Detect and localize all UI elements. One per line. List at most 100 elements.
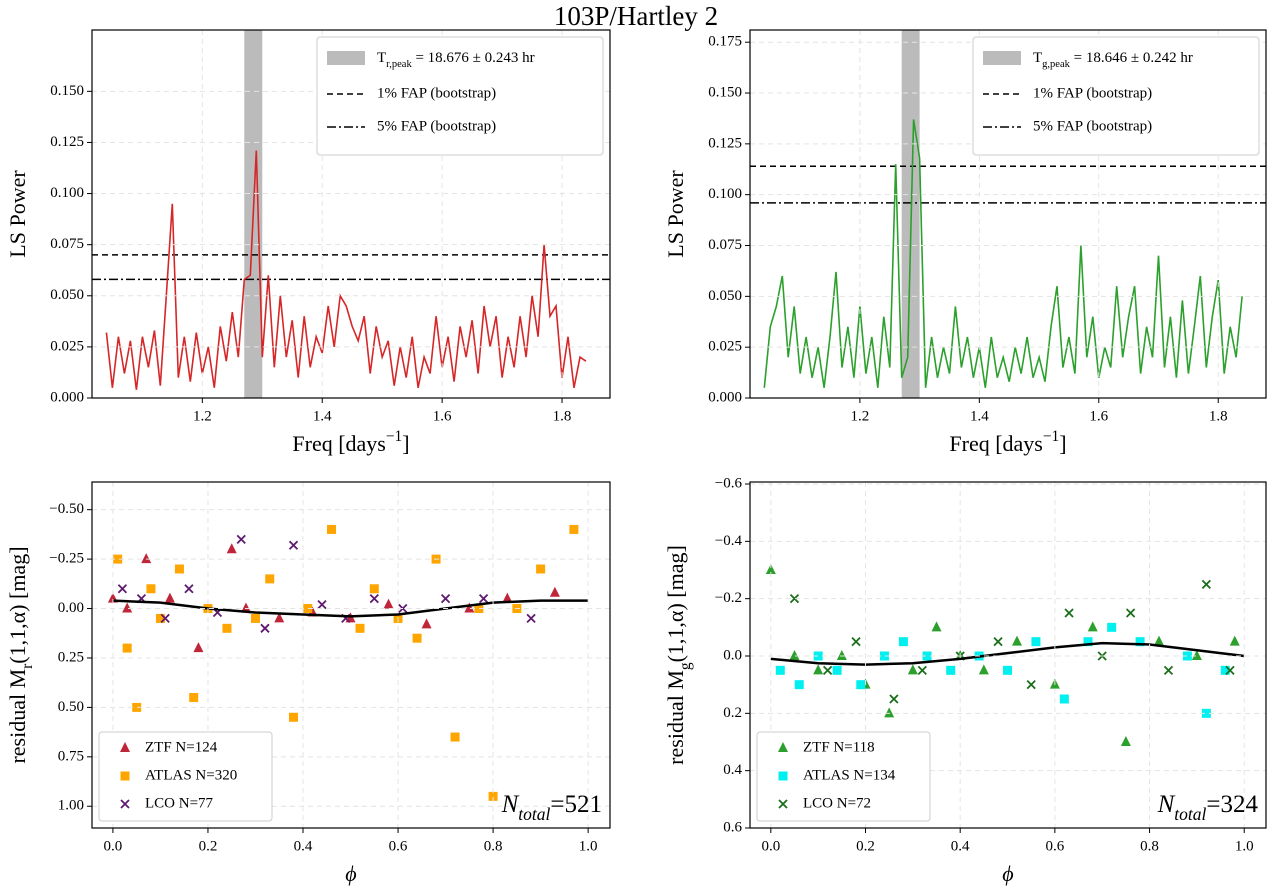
point [120, 799, 130, 809]
point-part [160, 613, 170, 624]
y-tick-label: 0.025 [708, 339, 742, 355]
point [526, 613, 536, 624]
annotation: Ntotal=521 [501, 791, 602, 824]
point [946, 665, 956, 675]
point [922, 651, 932, 661]
x-tick-label: 1.0 [579, 838, 598, 854]
point [1201, 708, 1211, 718]
point-part [1026, 680, 1036, 690]
text-part: = 18.676 ± 0.243 hr [412, 50, 535, 66]
y-tick-label: 0.4 [723, 762, 742, 778]
annotation: Ntotal=324 [1157, 791, 1259, 824]
point [1220, 665, 1230, 675]
point [1083, 637, 1093, 647]
text-part: = 18.646 ± 0.242 hr [1070, 50, 1193, 66]
point [778, 771, 788, 781]
y-tick-label: 0.25 [58, 649, 84, 665]
point-part [526, 613, 536, 624]
point [978, 664, 989, 675]
point-part [440, 594, 451, 604]
y-tick-label: 0.100 [708, 186, 742, 202]
point [917, 665, 927, 675]
point [189, 693, 199, 703]
point [120, 742, 130, 752]
point [993, 637, 1003, 647]
legend-label: ATLAS N=320 [145, 767, 237, 783]
point [240, 602, 251, 613]
point [303, 604, 313, 614]
point-part [317, 599, 327, 610]
y-tick-label: 0.125 [50, 134, 84, 150]
legend-box [98, 731, 273, 822]
point [1163, 665, 1174, 675]
y-tick-label: 0.50 [58, 699, 84, 715]
point [226, 543, 237, 554]
y-tick-label: −0.50 [49, 501, 84, 517]
point [536, 564, 546, 574]
x-tick-label: 0.2 [199, 838, 218, 854]
legend-box [972, 36, 1260, 156]
point [478, 594, 489, 604]
point [823, 665, 833, 675]
point [1026, 680, 1036, 690]
periodogram-line [763, 119, 1243, 388]
y-tick-label: −0.6 [715, 475, 743, 491]
point-part [1201, 579, 1211, 589]
point [1154, 635, 1165, 646]
point [1201, 579, 1211, 589]
text-part: −1 [386, 428, 402, 445]
point-part [288, 540, 299, 550]
x-tick-label: 1.8 [553, 408, 572, 424]
point-part [236, 534, 246, 544]
x-tick-label: 1.2 [851, 408, 870, 424]
text-part: T [1033, 50, 1042, 66]
x-tick-label: 1.0 [1235, 838, 1254, 854]
point [288, 712, 298, 722]
text-part: ϕ [345, 861, 356, 886]
text-part: (1,1,α) [mag] [5, 546, 30, 663]
point [250, 613, 260, 623]
periodogram-line [105, 150, 587, 390]
point [222, 623, 232, 633]
x-tick-label: 0.0 [761, 838, 780, 854]
point [1182, 651, 1192, 661]
point [813, 651, 823, 661]
plot-area [750, 30, 1266, 398]
y-tick-label: 0.6 [723, 819, 742, 835]
point [327, 524, 337, 534]
text-part: Freq [days [949, 431, 1042, 456]
x-tick-label: 0.4 [294, 838, 313, 854]
legend-label: 5% FAP (bootstrap) [377, 118, 496, 134]
point [813, 664, 824, 675]
y-tick-label: 0.000 [50, 389, 84, 405]
point [141, 553, 152, 564]
legend-label: LCO N=77 [145, 795, 214, 811]
point [889, 694, 899, 704]
plot-area [765, 564, 1245, 747]
axes-frame [749, 29, 1267, 399]
point [1120, 736, 1131, 747]
point [488, 791, 498, 801]
legend-label: Tr,peak = 18.676 ± 0.243 hr [377, 50, 535, 69]
figure-title: 103P/Hartley 2 [554, 1, 718, 31]
point [1059, 694, 1069, 704]
point-part [1163, 665, 1174, 675]
legend-box [756, 731, 931, 822]
y-tick-label: 0.125 [708, 135, 742, 151]
point-part [478, 594, 489, 604]
x-tick-label: 1.6 [1089, 408, 1108, 424]
point [1229, 635, 1240, 646]
point-part [917, 665, 927, 675]
point [907, 664, 918, 675]
point [1064, 608, 1074, 618]
plot-area [107, 524, 589, 801]
text-part: residual M [5, 669, 30, 764]
point [236, 534, 246, 544]
y-tick-label: 0.025 [50, 338, 84, 354]
legend-swatch [327, 51, 365, 65]
x-tick-label: 1.6 [433, 408, 452, 424]
point [765, 564, 776, 575]
y-tick-label: 0.050 [708, 288, 742, 304]
legend-label: LCO N=72 [803, 795, 871, 811]
